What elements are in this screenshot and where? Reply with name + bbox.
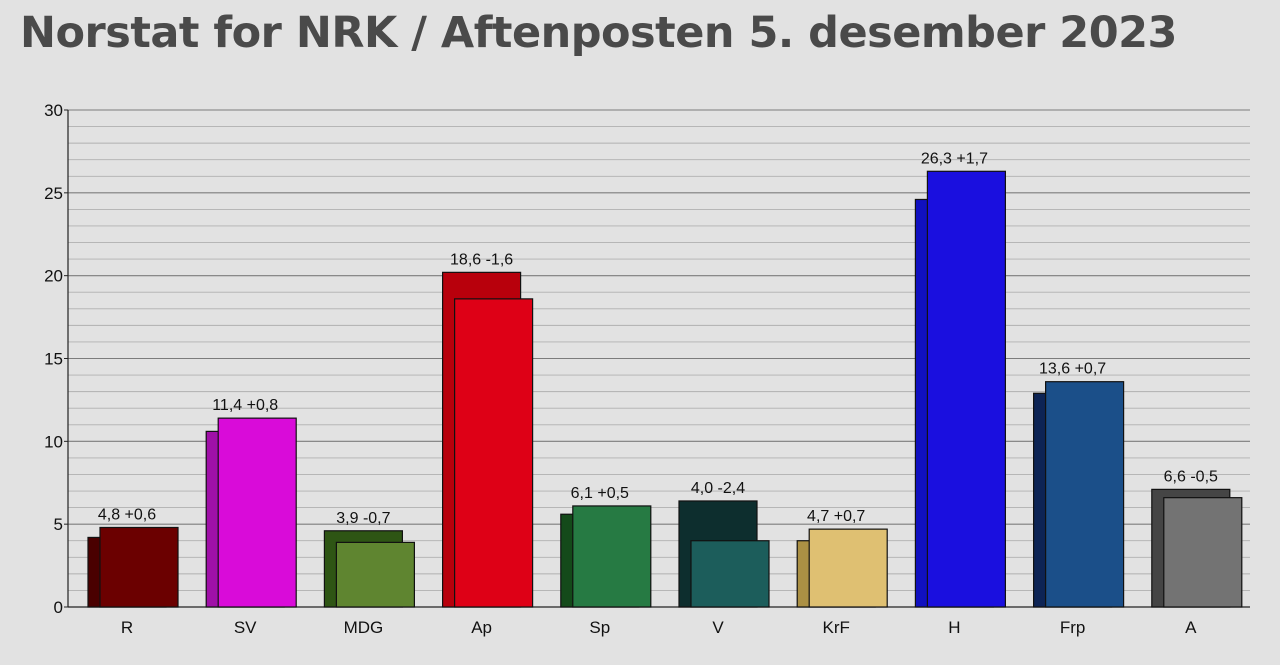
data-label: 4,0 -2,4 bbox=[691, 480, 745, 497]
current-series bbox=[99, 170, 1243, 608]
bar-current bbox=[1163, 497, 1243, 608]
x-tick-label: SV bbox=[234, 618, 257, 637]
bar-current bbox=[690, 540, 770, 608]
x-tick-label: V bbox=[712, 618, 724, 637]
y-tick-label: 15 bbox=[44, 350, 63, 369]
y-tick-label: 25 bbox=[44, 184, 63, 203]
bar-current bbox=[99, 526, 179, 608]
bar-current bbox=[808, 528, 888, 608]
y-tick-label: 5 bbox=[54, 515, 63, 534]
chart-title: Norstat for NRK / Aftenposten 5. desembe… bbox=[20, 8, 1177, 58]
data-label: 11,4 +0,8 bbox=[212, 397, 278, 414]
y-tick-label: 0 bbox=[54, 598, 63, 617]
data-label: 3,9 -0,7 bbox=[336, 510, 390, 527]
data-label: 13,6 +0,7 bbox=[1039, 361, 1106, 378]
data-label: 6,1 +0,5 bbox=[571, 485, 629, 502]
y-tick-label: 20 bbox=[44, 267, 63, 286]
data-label: 18,6 -1,6 bbox=[450, 251, 513, 268]
x-tick-label: MDG bbox=[344, 618, 384, 637]
data-label: 4,8 +0,6 bbox=[98, 506, 156, 523]
bar-current bbox=[335, 541, 415, 608]
x-tick-label: Sp bbox=[589, 618, 610, 637]
y-tick-label: 10 bbox=[44, 432, 63, 451]
x-axis: R SV MDG Ap Sp V KrF H Frp A bbox=[121, 618, 1197, 637]
bar-current bbox=[572, 505, 652, 608]
y-axis: 0 5 10 15 20 25 30 bbox=[44, 101, 68, 617]
bar-current bbox=[926, 170, 1007, 608]
x-tick-label: A bbox=[1185, 618, 1197, 637]
data-labels: 4,8 +0,6 11,4 +0,8 3,9 -0,7 18,6 -1,6 6,1 +0… bbox=[98, 150, 1218, 526]
x-tick-label: H bbox=[948, 618, 960, 637]
data-label: 26,3 +1,7 bbox=[921, 150, 988, 167]
data-label: 6,6 -0,5 bbox=[1164, 468, 1218, 485]
data-label: 4,7 +0,7 bbox=[807, 508, 865, 525]
bar-current bbox=[217, 417, 297, 608]
x-tick-label: R bbox=[121, 618, 133, 637]
bar-current bbox=[1044, 381, 1125, 608]
bar-current bbox=[454, 298, 534, 608]
y-tick-label: 30 bbox=[44, 101, 63, 120]
x-tick-label: Ap bbox=[471, 618, 492, 637]
x-tick-label: Frp bbox=[1060, 618, 1086, 637]
x-tick-label: KrF bbox=[823, 618, 850, 637]
